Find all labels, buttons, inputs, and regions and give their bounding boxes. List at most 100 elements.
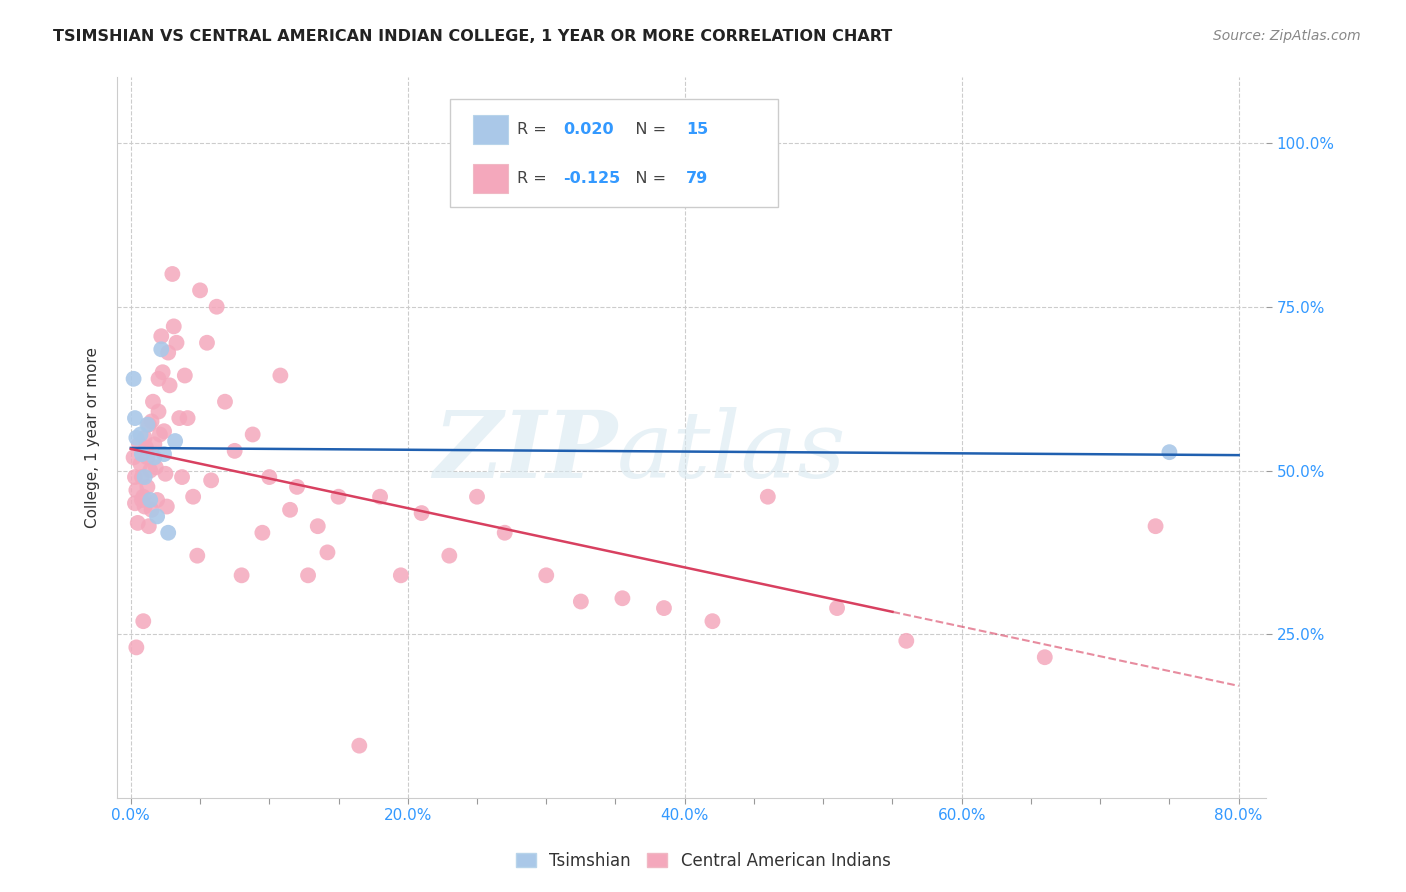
Point [278,503,301,517]
Point [612,591,634,606]
Point [125,640,148,655]
Point [128,437,150,451]
Point [181,490,204,504]
Point [138,417,160,432]
Point [131,493,153,508]
Point [411,506,433,520]
Point [200,473,222,487]
Point [205,300,228,314]
Point [129,427,152,442]
Point [536,568,558,582]
Point [170,470,193,484]
Point [134,431,156,445]
Point [176,411,198,425]
Point [188,284,211,298]
Point [134,470,156,484]
Point [652,601,675,615]
Point [131,447,153,461]
Point [224,443,246,458]
Point [146,493,169,508]
Point [139,463,162,477]
Point [155,467,177,481]
Point [143,437,166,451]
Point [349,739,371,753]
Point [1033,650,1056,665]
Point [122,372,145,386]
Point [307,519,329,533]
Point [169,411,191,425]
Point [465,490,488,504]
Point [156,500,179,514]
Point [702,614,724,628]
Point [186,549,208,563]
Point [129,457,152,471]
Point [328,490,350,504]
Point [149,427,172,442]
FancyBboxPatch shape [474,164,508,193]
Point [134,500,156,514]
Point [141,503,163,517]
Point [125,431,148,445]
Point [166,335,188,350]
Point [136,417,159,432]
Point [159,378,181,392]
Text: R =: R = [517,122,551,136]
Point [135,441,157,455]
Point [157,345,180,359]
Point [285,480,308,494]
Point [153,447,176,461]
Point [132,490,155,504]
Text: ZIP: ZIP [433,407,617,497]
Point [1144,519,1167,533]
Point [152,365,174,379]
Point [127,516,149,530]
Point [297,568,319,582]
Point [125,483,148,498]
Point [150,343,173,357]
Point [439,549,461,563]
Text: N =: N = [620,171,672,186]
Legend: Tsimshian, Central American Indians: Tsimshian, Central American Indians [509,846,897,877]
Text: 79: 79 [686,171,709,186]
Point [231,568,253,582]
Text: 0.020: 0.020 [562,122,613,136]
Point [143,450,166,465]
Point [124,496,146,510]
Point [825,601,848,615]
Point [148,404,170,418]
Point [389,568,412,582]
Point [139,493,162,508]
Point [195,335,218,350]
Point [148,372,170,386]
FancyBboxPatch shape [474,115,508,144]
Point [153,424,176,438]
Point [1159,445,1181,459]
Point [494,525,516,540]
Text: Source: ZipAtlas.com: Source: ZipAtlas.com [1213,29,1361,43]
Text: atlas: atlas [617,407,846,497]
Point [242,427,264,442]
Point [136,450,159,465]
Point [124,411,146,425]
Point [145,460,167,475]
Text: -0.125: -0.125 [562,171,620,186]
Point [131,470,153,484]
Point [316,545,339,559]
Point [368,490,391,504]
Point [214,394,236,409]
Point [124,470,146,484]
Point [122,450,145,465]
Point [569,594,592,608]
Point [173,368,195,383]
Point [136,480,159,494]
FancyBboxPatch shape [450,99,778,207]
Point [252,525,274,540]
Point [896,633,918,648]
Point [141,414,163,428]
Text: N =: N = [620,122,672,136]
Y-axis label: College, 1 year or more: College, 1 year or more [86,347,100,528]
Text: TSIMSHIAN VS CENTRAL AMERICAN INDIAN COLLEGE, 1 YEAR OR MORE CORRELATION CHART: TSIMSHIAN VS CENTRAL AMERICAN INDIAN COL… [53,29,893,44]
Point [150,329,173,343]
Point [132,614,155,628]
Point [142,394,165,409]
